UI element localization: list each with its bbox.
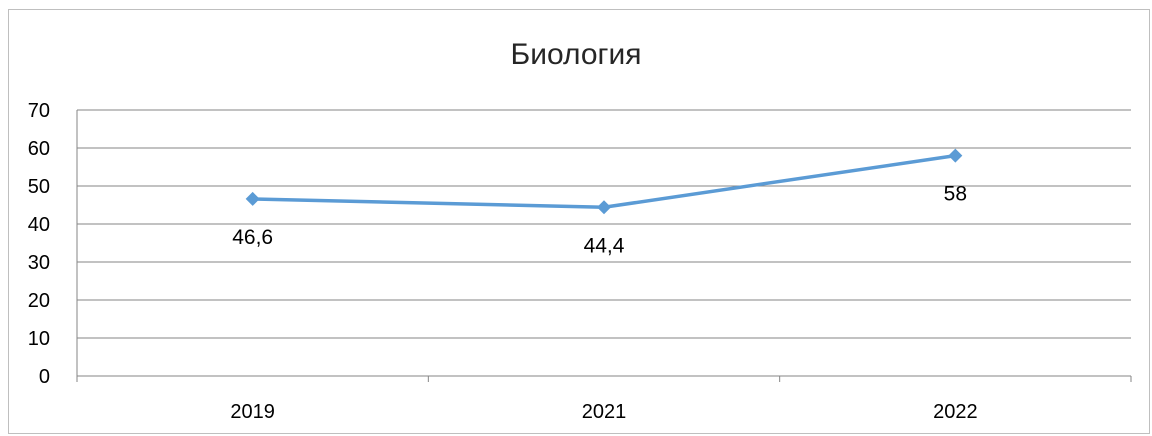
gridlines — [77, 109, 1131, 339]
x-axis-ticks: 2019 2021 2022 — [230, 401, 977, 423]
chart-title: Биология — [510, 38, 642, 71]
data-label: 46,6 — [232, 226, 273, 249]
y-tick-label: 10 — [28, 328, 50, 350]
y-tick-label: 40 — [28, 214, 50, 236]
chart-frame — [8, 9, 1150, 434]
axes — [76, 110, 1132, 382]
y-tick-label: 50 — [28, 176, 50, 198]
data-label: 44,4 — [584, 234, 625, 257]
data-labels: 46,6 44,4 58 — [232, 183, 967, 258]
data-point-marker — [948, 148, 963, 163]
data-point-marker — [597, 200, 611, 215]
series-group — [245, 148, 963, 215]
y-tick-label: 70 — [28, 100, 50, 122]
y-tick-label: 0 — [39, 366, 50, 388]
y-tick-label: 30 — [28, 252, 50, 274]
x-tick-label: 2019 — [230, 401, 275, 423]
x-tick-label: 2021 — [582, 401, 627, 423]
y-axis-ticks: 0 10 20 30 40 50 60 70 — [28, 100, 50, 388]
x-tick-label: 2022 — [933, 401, 978, 423]
data-label: 58 — [944, 183, 967, 206]
y-tick-label: 20 — [28, 290, 50, 312]
series-line — [252, 153, 956, 210]
data-point-marker — [245, 191, 260, 206]
y-tick-label: 60 — [28, 138, 50, 160]
